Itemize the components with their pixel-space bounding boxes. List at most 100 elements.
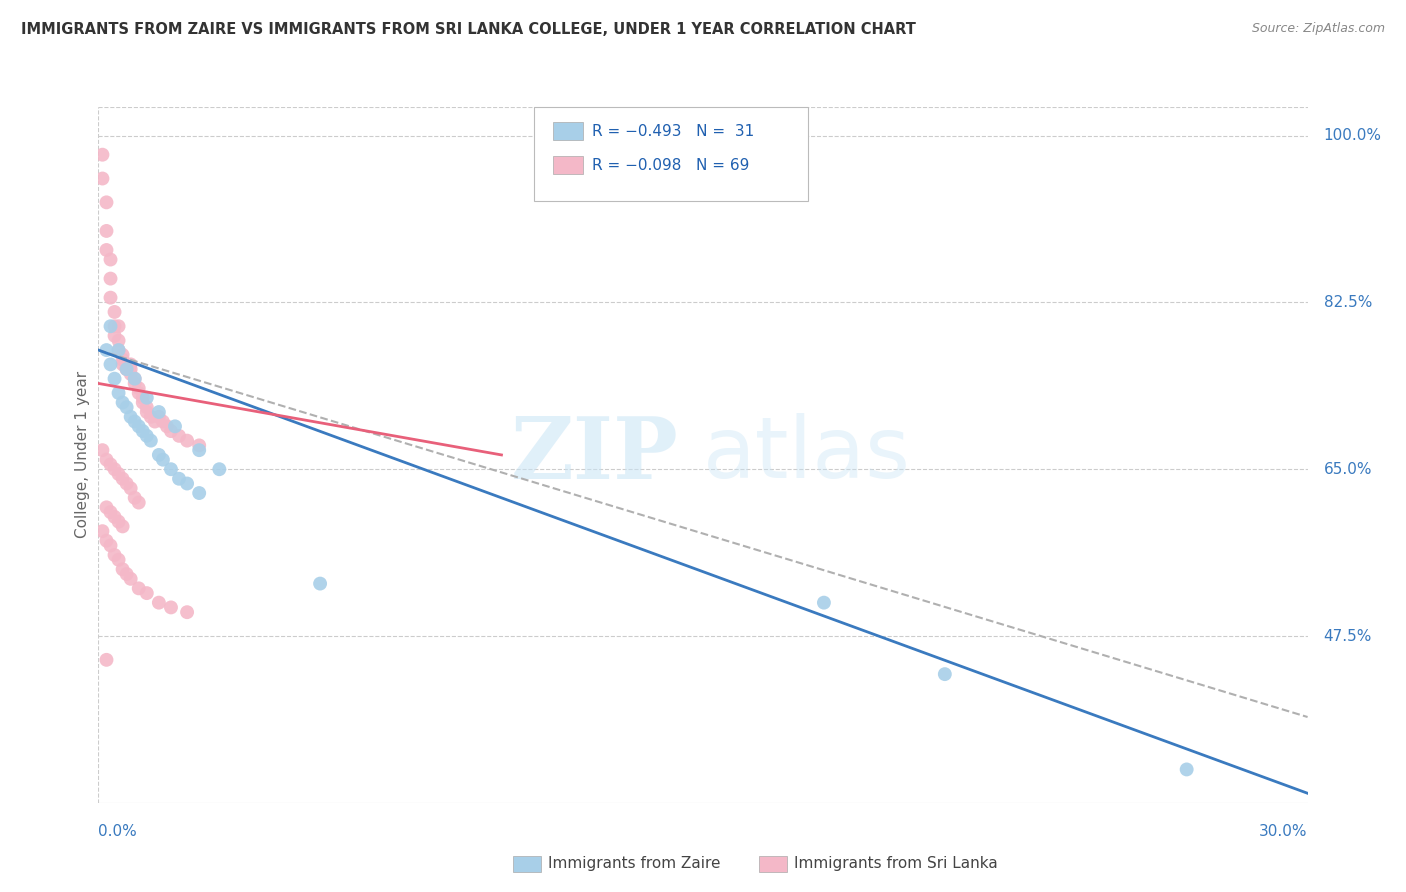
- Point: [103, 462, 125, 476]
- Point: [107, 386, 129, 401]
- Text: Immigrants from Zaire: Immigrants from Zaire: [548, 856, 721, 871]
- Point: [135, 429, 157, 443]
- Point: [107, 343, 129, 357]
- Point: [115, 476, 138, 491]
- Point: [124, 372, 146, 386]
- Point: [103, 319, 125, 334]
- Point: [208, 462, 231, 476]
- Point: [176, 476, 198, 491]
- Point: [135, 391, 157, 405]
- Point: [107, 467, 129, 481]
- Point: [124, 415, 146, 429]
- Y-axis label: College, Under 1 year: College, Under 1 year: [75, 371, 90, 539]
- Point: [143, 415, 166, 429]
- Point: [96, 224, 118, 238]
- Point: [120, 481, 142, 495]
- Text: Source: ZipAtlas.com: Source: ZipAtlas.com: [1251, 22, 1385, 36]
- Point: [139, 434, 162, 448]
- Point: [120, 409, 142, 424]
- Text: IMMIGRANTS FROM ZAIRE VS IMMIGRANTS FROM SRI LANKA COLLEGE, UNDER 1 YEAR CORRELA: IMMIGRANTS FROM ZAIRE VS IMMIGRANTS FROM…: [21, 22, 915, 37]
- Point: [934, 667, 956, 681]
- Text: Immigrants from Sri Lanka: Immigrants from Sri Lanka: [794, 856, 998, 871]
- Point: [160, 462, 183, 476]
- Point: [100, 505, 122, 519]
- Point: [132, 391, 155, 405]
- Point: [103, 305, 125, 319]
- Point: [107, 553, 129, 567]
- Point: [96, 452, 118, 467]
- Point: [103, 548, 125, 562]
- Point: [160, 424, 183, 438]
- Point: [148, 405, 170, 419]
- Point: [128, 419, 150, 434]
- Point: [111, 472, 134, 486]
- Point: [103, 328, 125, 343]
- Point: [100, 291, 122, 305]
- Point: [100, 271, 122, 285]
- Point: [96, 653, 118, 667]
- Point: [135, 401, 157, 415]
- Point: [124, 491, 146, 505]
- Point: [135, 586, 157, 600]
- Point: [188, 443, 211, 458]
- Point: [128, 582, 150, 596]
- Text: ZIP: ZIP: [510, 413, 679, 497]
- Point: [128, 381, 150, 395]
- Text: 30.0%: 30.0%: [1260, 824, 1308, 838]
- Point: [135, 405, 157, 419]
- Point: [120, 357, 142, 371]
- Point: [107, 515, 129, 529]
- Point: [813, 596, 835, 610]
- Point: [160, 600, 183, 615]
- Point: [148, 448, 170, 462]
- Point: [91, 443, 114, 458]
- Point: [152, 452, 174, 467]
- Text: 82.5%: 82.5%: [1323, 295, 1372, 310]
- Point: [107, 343, 129, 357]
- Point: [124, 376, 146, 391]
- Point: [100, 252, 122, 267]
- Point: [167, 429, 190, 443]
- Point: [115, 357, 138, 371]
- Point: [148, 596, 170, 610]
- Point: [132, 395, 155, 409]
- Point: [91, 171, 114, 186]
- Point: [111, 348, 134, 362]
- Point: [128, 495, 150, 509]
- Point: [176, 434, 198, 448]
- Point: [100, 319, 122, 334]
- Point: [132, 424, 155, 438]
- Point: [103, 372, 125, 386]
- Point: [120, 572, 142, 586]
- Text: R = −0.493   N =  31: R = −0.493 N = 31: [592, 124, 754, 138]
- Point: [91, 524, 114, 538]
- Point: [111, 519, 134, 533]
- Point: [152, 415, 174, 429]
- Point: [107, 334, 129, 348]
- Point: [111, 395, 134, 409]
- Text: 65.0%: 65.0%: [1323, 462, 1372, 476]
- Point: [103, 509, 125, 524]
- Point: [115, 362, 138, 376]
- Text: 0.0%: 0.0%: [98, 824, 138, 838]
- Point: [96, 533, 118, 548]
- Point: [128, 386, 150, 401]
- Point: [91, 147, 114, 161]
- Point: [1175, 763, 1198, 777]
- Text: 47.5%: 47.5%: [1323, 629, 1372, 643]
- Point: [120, 362, 142, 376]
- Text: 100.0%: 100.0%: [1323, 128, 1382, 143]
- Point: [96, 343, 118, 357]
- Point: [100, 357, 122, 371]
- Point: [188, 486, 211, 500]
- Point: [111, 352, 134, 367]
- Point: [176, 605, 198, 619]
- Point: [115, 567, 138, 582]
- Point: [96, 195, 118, 210]
- Point: [139, 409, 162, 424]
- Point: [96, 500, 118, 515]
- Point: [107, 319, 129, 334]
- Point: [111, 562, 134, 576]
- Point: [124, 372, 146, 386]
- Point: [111, 357, 134, 371]
